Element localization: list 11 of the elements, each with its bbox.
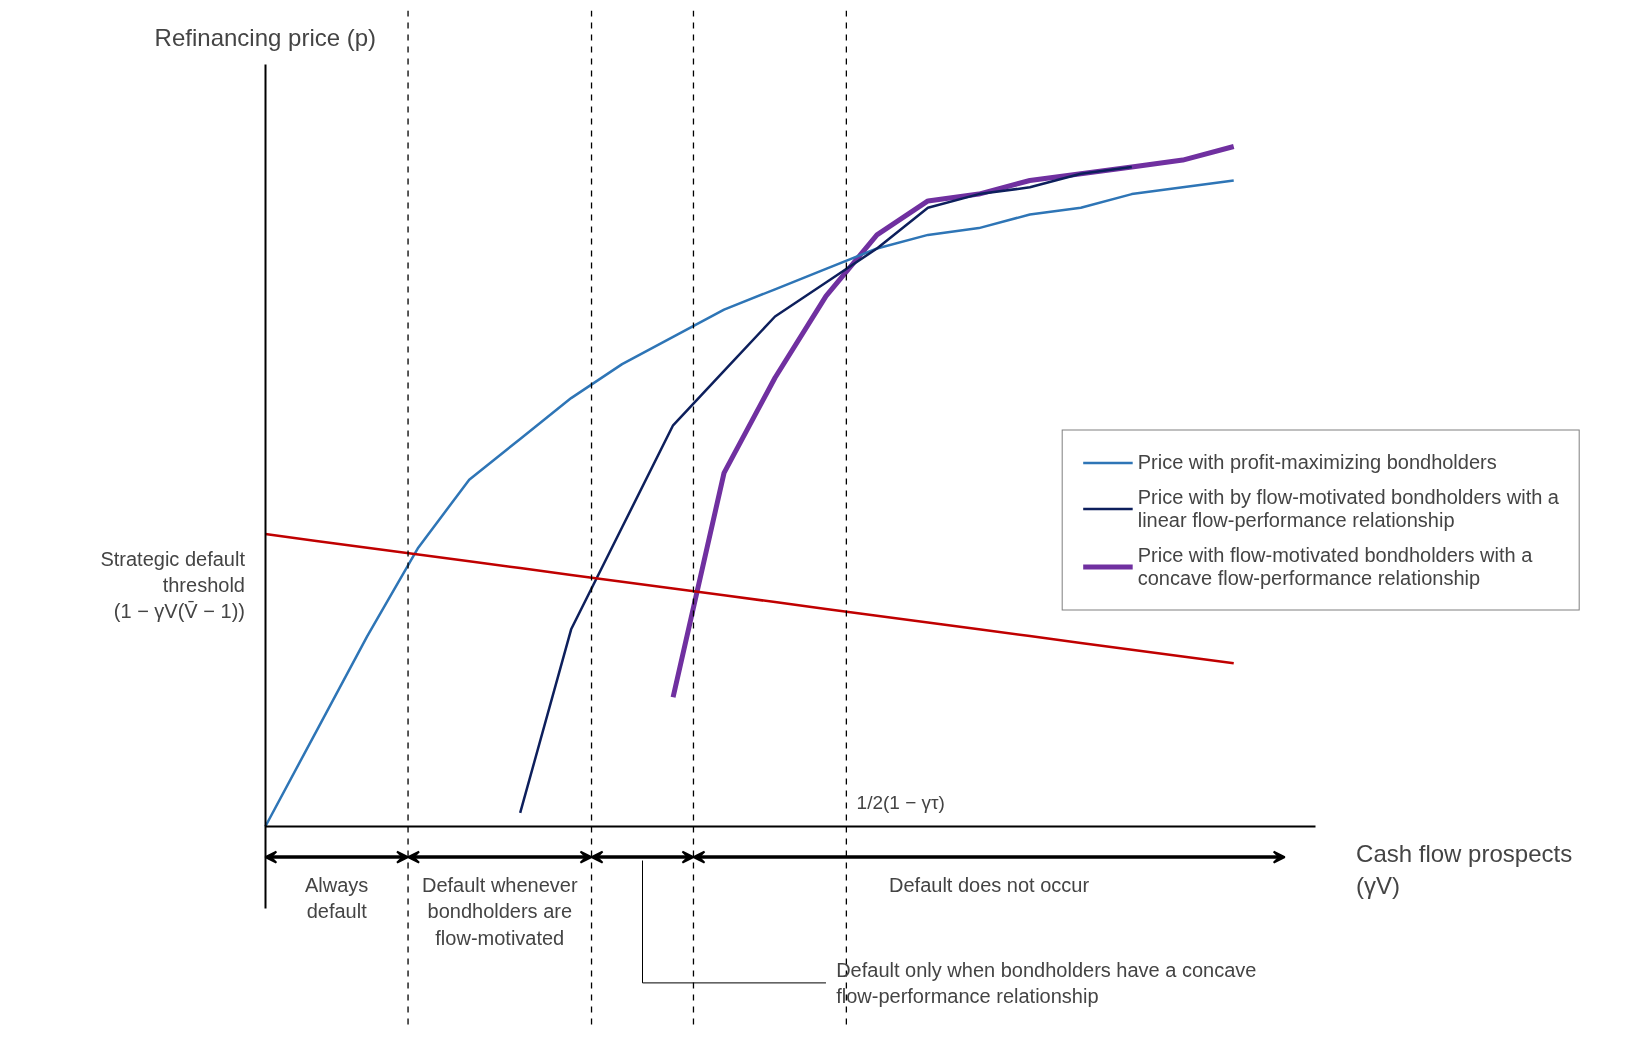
legend-label: Price with flow-motivated bondholders with a concave flow-performance relationship <box>1137 543 1533 590</box>
series-label: Strategic default threshold (1 − γV(V̄ − 1)) <box>100 547 246 623</box>
y-axis-title: Refinancing price (p) <box>154 24 377 52</box>
annotation: 1/2(1 − γτ) <box>856 791 945 813</box>
legend-label: Price with profit-maximizing bondholders <box>1137 450 1497 474</box>
text: Default whenever bondholders are flow-motivated <box>421 874 578 949</box>
text: Default does not occur <box>889 874 1090 897</box>
text: Default only when bondholders have a concave flow-performance relationship <box>836 958 1257 1008</box>
legend-label: Price with by flow-motivated bondholders with a linear flow-performance relationship <box>1137 485 1559 532</box>
text: Always default <box>305 874 369 923</box>
x-axis-title: Cash flow prospects (γV) <box>1356 840 1573 900</box>
